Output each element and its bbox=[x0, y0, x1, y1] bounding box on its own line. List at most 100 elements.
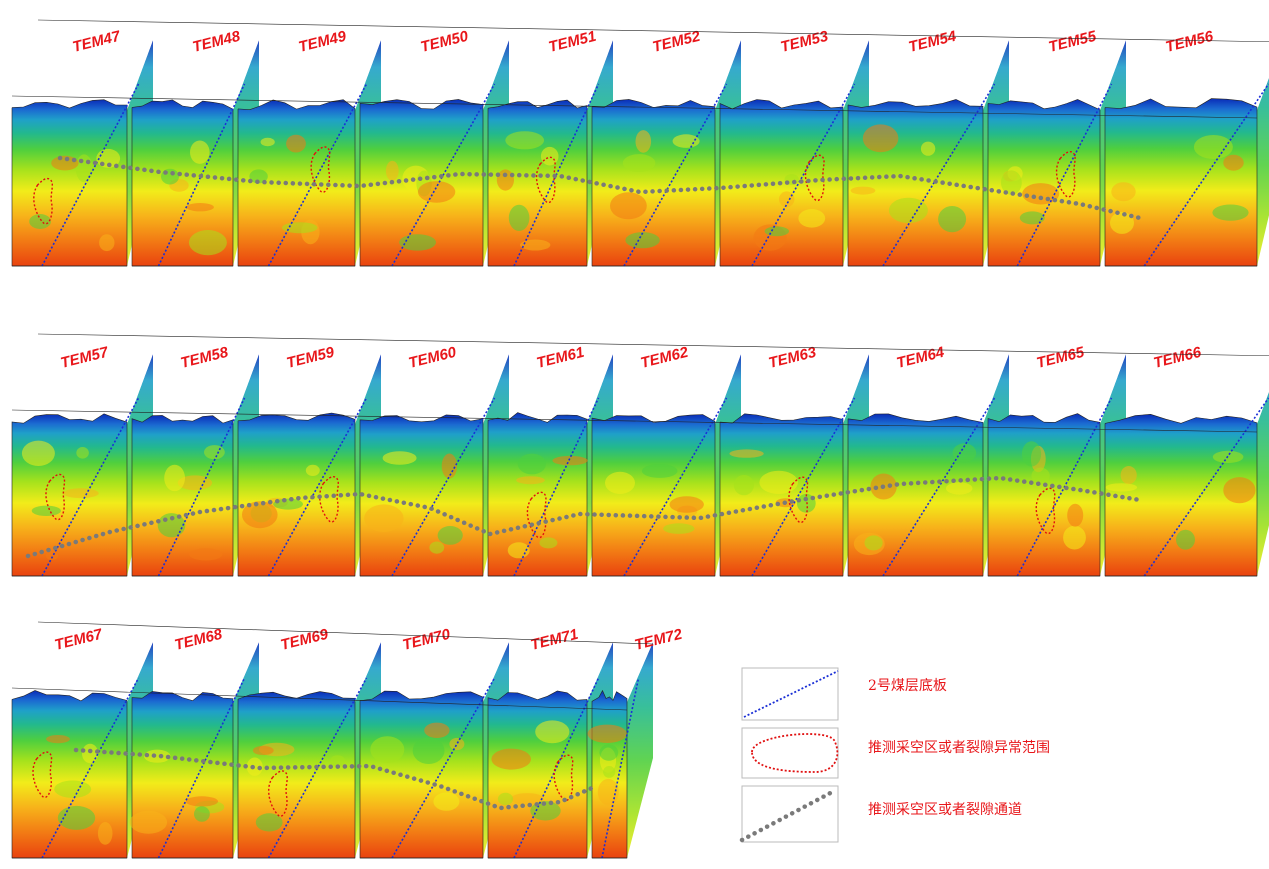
contour-blob bbox=[51, 155, 79, 171]
contour-blob bbox=[850, 186, 876, 195]
contour-blob bbox=[1212, 204, 1249, 221]
coal-floor-line bbox=[1143, 83, 1269, 267]
anomaly-outline bbox=[319, 476, 339, 523]
side-panel-blank bbox=[355, 334, 381, 424]
contour-blob bbox=[385, 160, 399, 181]
contour-blob bbox=[497, 792, 514, 806]
side-panel-blank bbox=[483, 622, 509, 702]
contour-blob bbox=[552, 455, 588, 466]
contour-blob bbox=[1031, 467, 1050, 485]
side-panel-blank bbox=[127, 20, 153, 110]
resistivity-section bbox=[847, 99, 984, 267]
coal-floor-line bbox=[391, 83, 496, 267]
resistivity-section bbox=[11, 690, 128, 859]
coal-floor-line bbox=[267, 397, 368, 577]
side-panel-blank bbox=[1100, 20, 1126, 110]
side-panel-blank bbox=[627, 622, 653, 702]
coal-floor-line bbox=[882, 397, 996, 577]
row-frame-line bbox=[11, 95, 1258, 119]
contour-blob bbox=[920, 141, 936, 156]
side-panel-blank bbox=[127, 622, 153, 702]
profile-tem59: TEM59 bbox=[237, 334, 381, 577]
contour-blob bbox=[862, 124, 899, 153]
contour-blob bbox=[952, 443, 977, 463]
profile-label: TEM49 bbox=[297, 28, 349, 56]
contour-blob bbox=[1120, 466, 1137, 485]
anomaly-outline bbox=[553, 754, 574, 802]
contour-blob bbox=[625, 232, 660, 249]
legend-item-anomaly-range: 推测采空区或者裂隙异常范围 bbox=[741, 727, 1050, 779]
profile-label: TEM47 bbox=[71, 28, 123, 56]
profile-tem49: TEM49 bbox=[237, 20, 381, 267]
contour-blob bbox=[129, 810, 168, 834]
contour-blob bbox=[273, 498, 303, 510]
profile-tem48: TEM48 bbox=[131, 20, 259, 267]
contour-blob bbox=[599, 744, 619, 761]
profile-label: TEM51 bbox=[547, 28, 598, 56]
contour-blob bbox=[779, 191, 795, 208]
profile-tem56: TEM56 bbox=[1104, 28, 1269, 267]
profile-label: TEM70 bbox=[401, 626, 453, 654]
coal-floor-line bbox=[157, 677, 246, 859]
coal-floor-line bbox=[601, 677, 640, 859]
contour-blob bbox=[29, 214, 51, 229]
contour-blob bbox=[186, 203, 214, 212]
contour-blob bbox=[759, 470, 798, 494]
anomaly-outline bbox=[804, 154, 825, 202]
contour-blob bbox=[516, 476, 545, 485]
contour-blob bbox=[888, 197, 928, 224]
side-panel-blank bbox=[983, 20, 1009, 110]
profile-tem72: TEM72 bbox=[587, 622, 685, 859]
contour-blob bbox=[491, 748, 531, 770]
coal-floor-line bbox=[623, 83, 728, 267]
profile-label: TEM72 bbox=[633, 626, 685, 654]
contour-blob bbox=[1223, 477, 1256, 504]
legend-label-anomaly-range: 推测采空区或者裂隙异常范围 bbox=[868, 739, 1050, 756]
contour-blob bbox=[286, 134, 306, 153]
contour-blob bbox=[188, 230, 227, 256]
legend-label-fracture-channel: 推测采空区或者裂隙通道 bbox=[868, 802, 1022, 818]
profile-tem70: TEM70 bbox=[359, 622, 509, 859]
contour-blob bbox=[610, 192, 647, 220]
row-back-frame-line bbox=[37, 333, 1269, 357]
row-back-frame-line bbox=[37, 19, 1269, 43]
resistivity-section bbox=[591, 414, 716, 577]
contour-blob bbox=[75, 154, 93, 183]
contour-blob bbox=[945, 482, 973, 495]
contour-blob bbox=[1105, 483, 1138, 492]
contour-blob bbox=[641, 464, 678, 478]
anomaly-outline bbox=[1035, 487, 1056, 535]
anomaly-outline bbox=[33, 177, 54, 225]
profile-tem60: TEM60 bbox=[359, 334, 509, 577]
contour-blob bbox=[1063, 525, 1086, 550]
contour-blob bbox=[252, 745, 274, 756]
contour-blob bbox=[520, 239, 551, 251]
contour-blob bbox=[1176, 529, 1195, 550]
coal-floor-line bbox=[513, 397, 600, 577]
profile-label: TEM68 bbox=[173, 626, 225, 654]
profile-label: TEM61 bbox=[535, 344, 586, 372]
contour-blob bbox=[622, 154, 656, 172]
side-panel-blank bbox=[355, 622, 381, 702]
resistivity-section bbox=[987, 99, 1101, 267]
profile-label: TEM60 bbox=[407, 344, 459, 372]
profile-label: TEM66 bbox=[1152, 344, 1204, 372]
contour-blob bbox=[669, 496, 704, 513]
contour-blob bbox=[185, 796, 219, 807]
contour-blob bbox=[45, 551, 59, 561]
fracture-channel-path bbox=[25, 475, 1143, 559]
coal-floor-line bbox=[513, 677, 600, 859]
profile-label: TEM64 bbox=[895, 344, 947, 372]
contour-blob bbox=[597, 778, 619, 806]
profile-tem64: TEM64 bbox=[847, 334, 1009, 577]
contour-blob bbox=[417, 181, 456, 203]
profile-label: TEM59 bbox=[285, 344, 337, 372]
contour-blob bbox=[46, 735, 70, 744]
profile-label: TEM55 bbox=[1047, 28, 1099, 56]
contour-blob bbox=[1001, 170, 1022, 195]
contour-blob bbox=[382, 451, 417, 465]
contour-blob bbox=[370, 736, 405, 763]
resistivity-section bbox=[487, 412, 588, 577]
profile-label: TEM69 bbox=[279, 626, 331, 654]
resistivity-section bbox=[1104, 98, 1258, 267]
